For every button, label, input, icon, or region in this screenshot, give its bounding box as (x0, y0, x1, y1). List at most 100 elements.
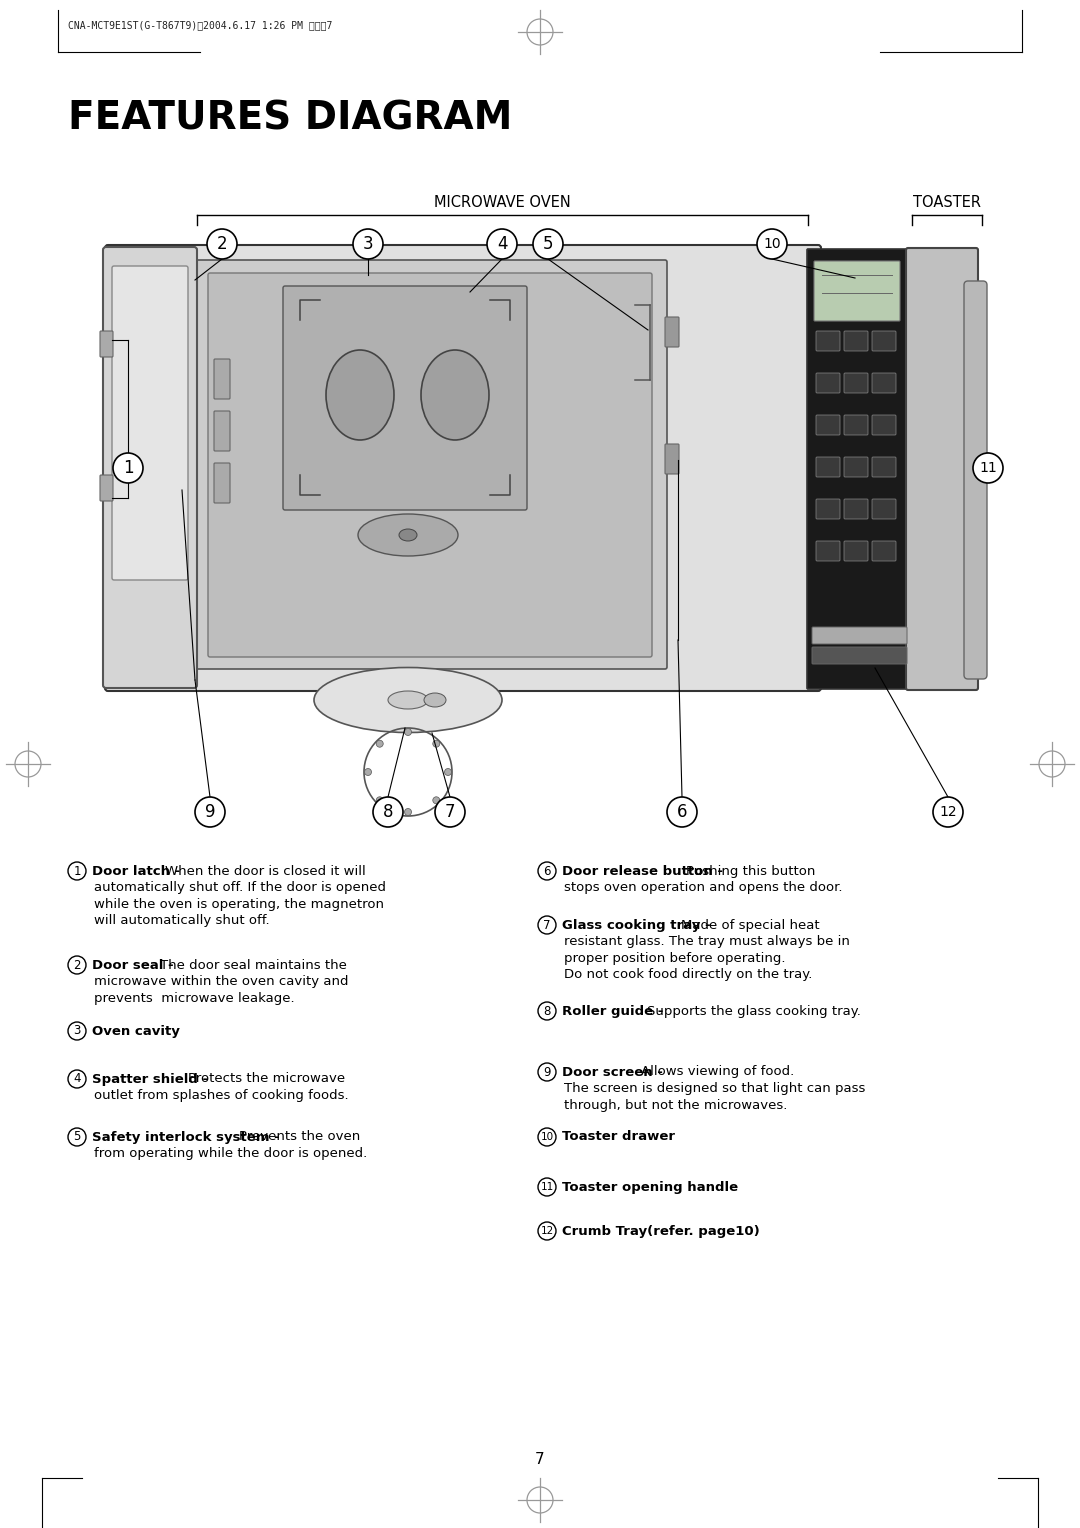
Text: Roller guide -: Roller guide - (562, 1004, 669, 1018)
Text: Door latch -: Door latch - (92, 865, 185, 877)
Circle shape (538, 1063, 556, 1080)
Text: 6: 6 (677, 804, 687, 821)
Text: Crumb Tray(refer. page10): Crumb Tray(refer. page10) (562, 1224, 759, 1238)
Text: The door seal maintains the: The door seal maintains the (160, 958, 347, 972)
Text: 11: 11 (980, 461, 997, 475)
FancyBboxPatch shape (665, 316, 679, 347)
FancyBboxPatch shape (872, 373, 896, 393)
Text: 3: 3 (73, 1024, 81, 1038)
FancyBboxPatch shape (816, 373, 840, 393)
Text: 5: 5 (543, 235, 553, 254)
Circle shape (487, 229, 517, 260)
Ellipse shape (314, 668, 502, 732)
Text: The screen is designed so that light can pass: The screen is designed so that light can… (564, 1082, 865, 1096)
Text: MICROWAVE OVEN: MICROWAVE OVEN (434, 196, 571, 209)
FancyBboxPatch shape (100, 332, 113, 358)
FancyBboxPatch shape (112, 266, 188, 581)
Text: Door screen -: Door screen - (562, 1065, 667, 1079)
Text: Spatter shield -: Spatter shield - (92, 1073, 213, 1085)
Circle shape (433, 796, 440, 804)
Text: 11: 11 (540, 1183, 554, 1192)
Text: 2: 2 (217, 235, 227, 254)
Text: proper position before operating.: proper position before operating. (564, 952, 785, 964)
Circle shape (445, 769, 451, 776)
FancyBboxPatch shape (843, 332, 868, 351)
Circle shape (373, 798, 403, 827)
FancyBboxPatch shape (208, 274, 652, 657)
FancyBboxPatch shape (807, 249, 909, 689)
FancyBboxPatch shape (872, 457, 896, 477)
Circle shape (933, 798, 963, 827)
Text: 7: 7 (536, 1453, 544, 1467)
Text: will automatically shut off.: will automatically shut off. (94, 914, 270, 927)
Circle shape (538, 1128, 556, 1146)
Circle shape (207, 229, 237, 260)
Text: automatically shut off. If the door is opened: automatically shut off. If the door is o… (94, 882, 386, 894)
FancyBboxPatch shape (214, 359, 230, 399)
Ellipse shape (424, 694, 446, 707)
FancyBboxPatch shape (105, 244, 821, 691)
Text: 8: 8 (382, 804, 393, 821)
Circle shape (534, 229, 563, 260)
Text: Door release button -: Door release button - (562, 865, 728, 877)
Circle shape (757, 229, 787, 260)
FancyBboxPatch shape (816, 500, 840, 520)
Circle shape (195, 798, 225, 827)
Circle shape (113, 452, 143, 483)
Circle shape (667, 798, 697, 827)
FancyBboxPatch shape (812, 646, 907, 665)
FancyBboxPatch shape (665, 445, 679, 474)
Text: Toaster opening handle: Toaster opening handle (562, 1181, 738, 1193)
FancyBboxPatch shape (193, 260, 667, 669)
Text: outlet from splashes of cooking foods.: outlet from splashes of cooking foods. (94, 1089, 349, 1102)
Text: 10: 10 (540, 1132, 554, 1141)
Circle shape (376, 796, 383, 804)
Ellipse shape (326, 350, 394, 440)
FancyBboxPatch shape (964, 281, 987, 678)
FancyBboxPatch shape (872, 541, 896, 561)
Text: while the oven is operating, the magnetron: while the oven is operating, the magnetr… (94, 897, 384, 911)
FancyBboxPatch shape (906, 248, 978, 691)
Text: 10: 10 (764, 237, 781, 251)
Text: Supports the glass cooking tray.: Supports the glass cooking tray. (647, 1004, 861, 1018)
Circle shape (538, 1222, 556, 1241)
FancyBboxPatch shape (214, 463, 230, 503)
Ellipse shape (357, 513, 458, 556)
Ellipse shape (388, 691, 428, 709)
Text: microwave within the oven cavity and: microwave within the oven cavity and (94, 975, 349, 989)
FancyBboxPatch shape (812, 626, 907, 643)
Text: Glass cooking tray -: Glass cooking tray - (562, 918, 715, 932)
Text: 3: 3 (363, 235, 374, 254)
Circle shape (538, 1002, 556, 1021)
Text: Door seal -: Door seal - (92, 958, 178, 972)
Text: 7: 7 (543, 918, 551, 932)
Text: 4: 4 (73, 1073, 81, 1085)
FancyBboxPatch shape (100, 475, 113, 501)
Text: Pushing this button: Pushing this button (686, 865, 815, 877)
Text: 12: 12 (940, 805, 957, 819)
FancyBboxPatch shape (843, 500, 868, 520)
Text: 6: 6 (543, 865, 551, 877)
Text: 8: 8 (543, 1004, 551, 1018)
Text: 7: 7 (445, 804, 456, 821)
FancyBboxPatch shape (816, 457, 840, 477)
Circle shape (435, 798, 465, 827)
Text: Oven cavity: Oven cavity (92, 1024, 180, 1038)
FancyBboxPatch shape (872, 332, 896, 351)
Text: Safety interlock system -: Safety interlock system - (92, 1131, 284, 1143)
Circle shape (538, 862, 556, 880)
Circle shape (68, 862, 86, 880)
Text: Allows viewing of food.: Allows viewing of food. (642, 1065, 795, 1079)
FancyBboxPatch shape (843, 373, 868, 393)
Circle shape (405, 729, 411, 735)
Circle shape (68, 957, 86, 973)
Circle shape (538, 915, 556, 934)
FancyBboxPatch shape (816, 541, 840, 561)
Circle shape (68, 1022, 86, 1041)
FancyBboxPatch shape (283, 286, 527, 510)
Text: prevents  microwave leakage.: prevents microwave leakage. (94, 992, 295, 1004)
FancyBboxPatch shape (814, 261, 900, 321)
Text: 9: 9 (543, 1065, 551, 1079)
Text: Prevents the oven: Prevents the oven (239, 1131, 360, 1143)
FancyBboxPatch shape (103, 248, 197, 688)
